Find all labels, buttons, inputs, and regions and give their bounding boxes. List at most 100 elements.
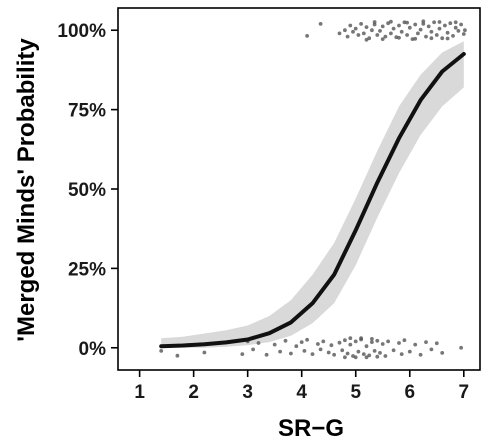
- data-point: [278, 349, 282, 354]
- data-point: [383, 354, 388, 358]
- data-point: [337, 340, 342, 345]
- data-point: [391, 26, 396, 31]
- data-point: [240, 352, 245, 356]
- data-point: [283, 338, 288, 343]
- y-tick-label: 25%: [68, 259, 106, 280]
- data-point: [343, 28, 347, 33]
- data-point: [364, 344, 369, 349]
- data-point: [413, 36, 418, 41]
- data-point: [356, 349, 361, 354]
- data-point: [159, 349, 164, 353]
- data-point: [418, 352, 423, 357]
- data-point: [305, 34, 309, 38]
- data-point: [418, 27, 423, 32]
- data-point: [405, 33, 409, 37]
- data-point: [353, 339, 358, 344]
- data-point: [316, 342, 320, 346]
- data-point: [305, 337, 309, 342]
- data-point: [461, 32, 466, 36]
- data-point: [353, 355, 358, 360]
- data-point: [378, 351, 382, 355]
- data-point: [353, 26, 358, 31]
- data-point: [343, 338, 347, 343]
- data-point: [345, 34, 350, 39]
- data-point: [397, 35, 401, 40]
- y-tick-label: 75%: [68, 101, 106, 122]
- data-point: [359, 22, 363, 26]
- data-point: [202, 350, 207, 355]
- data-point: [407, 349, 412, 354]
- data-point: [289, 351, 293, 356]
- data-point: [372, 349, 377, 353]
- data-point: [332, 352, 336, 357]
- data-point: [348, 336, 353, 341]
- data-point: [416, 31, 420, 36]
- data-point: [367, 353, 372, 358]
- data-point: [318, 22, 323, 26]
- data-point: [407, 25, 412, 30]
- data-point: [272, 342, 277, 347]
- data-point: [453, 20, 458, 25]
- data-point: [383, 34, 388, 39]
- data-point: [434, 33, 439, 37]
- data-point: [437, 26, 442, 31]
- data-point: [329, 343, 334, 348]
- data-point: [364, 355, 369, 360]
- data-point: [405, 20, 409, 25]
- data-point: [348, 342, 353, 347]
- data-point: [370, 337, 374, 341]
- data-point: [370, 28, 374, 33]
- fitted-curve: [159, 52, 466, 349]
- data-point: [386, 339, 390, 344]
- data-point: [429, 29, 434, 34]
- data-point: [424, 34, 428, 39]
- data-point: [348, 23, 353, 28]
- data-point: [434, 341, 439, 346]
- data-point: [364, 25, 369, 29]
- y-tick-label: 0%: [79, 339, 107, 360]
- data-point: [370, 340, 374, 344]
- data-point: [175, 353, 180, 358]
- data-point: [356, 33, 361, 37]
- data-point: [443, 23, 447, 28]
- data-point: [340, 348, 345, 353]
- data-point: [445, 30, 450, 35]
- data-point: [429, 36, 434, 41]
- x-tick-label: 5: [350, 382, 361, 403]
- data-point: [380, 342, 385, 346]
- data-point: [397, 341, 401, 345]
- data-point: [413, 342, 418, 347]
- data-point: [378, 29, 382, 33]
- data-point: [399, 352, 404, 356]
- data-point: [389, 31, 393, 36]
- data-point: [318, 347, 323, 352]
- data-point: [256, 341, 261, 345]
- data-point: [459, 22, 463, 27]
- data-point: [302, 349, 307, 353]
- data-point: [426, 24, 431, 29]
- data-point: [299, 340, 304, 344]
- data-point: [343, 355, 347, 360]
- data-point: [453, 25, 458, 30]
- data-point: [351, 29, 355, 34]
- data-point: [429, 347, 434, 352]
- data-point: [440, 36, 445, 41]
- y-axis-title: 'Merged Minds' Probability: [13, 38, 40, 342]
- data-point: [391, 348, 396, 353]
- data-point: [364, 37, 369, 42]
- data-point: [345, 351, 350, 356]
- x-tick-label: 1: [134, 382, 145, 403]
- data-point: [432, 20, 436, 25]
- data-point: [372, 20, 377, 24]
- data-point: [361, 352, 366, 356]
- data-point: [337, 31, 342, 36]
- y-tick-label: 100%: [57, 21, 106, 42]
- data-point: [459, 345, 463, 350]
- data-point: [294, 344, 299, 349]
- x-axis-title: SR−G: [278, 415, 344, 442]
- data-point: [440, 351, 445, 355]
- data-point: [326, 350, 331, 355]
- y-tick-label: 50%: [68, 180, 106, 201]
- data-point: [389, 19, 393, 24]
